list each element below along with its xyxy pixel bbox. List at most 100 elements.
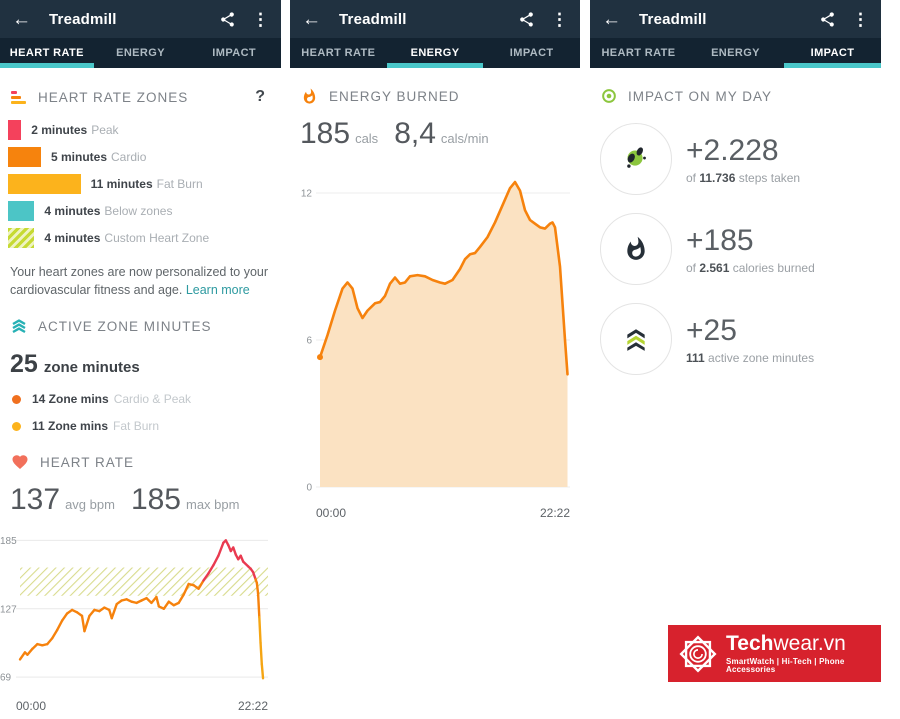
zone-minutes-label: zone minutes <box>43 359 140 377</box>
zone-minutes-value: 25 <box>10 350 38 379</box>
zone-name: Peak <box>91 123 119 137</box>
max-bpm-value: 185 <box>130 483 181 517</box>
tab-heart-rate[interactable]: HEART RATE <box>301 47 376 59</box>
svg-text:00:00: 00:00 <box>316 506 346 520</box>
active-tab-indicator <box>0 63 94 68</box>
zone-minutes: 4 minutes <box>44 204 101 218</box>
impact-stat-steps: +2.228 of 11.736 steps taken <box>590 114 881 204</box>
heart-rate-chart: 185 127 69 00:00 22:22 <box>0 536 268 713</box>
flame-icon <box>301 88 318 105</box>
section-title: HEART RATE ZONES <box>38 89 189 105</box>
zone-name: Custom Heart Zone <box>104 231 210 245</box>
impact-zone-minutes-value: +25 <box>686 313 737 347</box>
share-icon[interactable] <box>819 11 836 28</box>
legend-row-peak: 2 minutes Peak <box>8 120 281 140</box>
back-arrow-icon[interactable]: ← <box>12 8 31 30</box>
azm-row-fat-burn: 11 Zone mins Fat Burn <box>0 419 281 433</box>
impact-stat-zone-minutes: +25 111 active zone minutes <box>590 294 881 384</box>
azm-zone: Fat Burn <box>113 419 160 434</box>
app-bar: ← Treadmill ⋮ <box>290 0 580 38</box>
section-title: IMPACT ON MY DAY <box>628 88 773 104</box>
tab-impact[interactable]: IMPACT <box>810 47 855 59</box>
heart-icon <box>11 453 29 471</box>
avg-bpm-label: avg bpm <box>65 497 115 513</box>
svg-text:127: 127 <box>0 605 17 616</box>
tab-energy[interactable]: ENERGY <box>410 47 460 59</box>
zones-note: Your heart zones are now personalized to… <box>0 255 281 299</box>
tab-impact[interactable]: IMPACT <box>509 47 554 59</box>
tab-impact[interactable]: IMPACT <box>212 47 257 59</box>
svg-text:6: 6 <box>306 336 312 347</box>
svg-text:185: 185 <box>0 536 17 547</box>
back-arrow-icon[interactable]: ← <box>602 8 621 30</box>
learn-more-link[interactable]: Learn more <box>185 283 250 298</box>
zone-minutes-icon <box>600 303 672 375</box>
section-heart-rate-zones: HEART RATE ZONES ? <box>0 88 281 106</box>
techwear-brand: Techwear.vn <box>726 632 846 655</box>
impact-steps-sub: of 11.736 steps taken <box>686 170 801 185</box>
svg-text:00:00: 00:00 <box>16 699 46 713</box>
impact-zone-minutes-sub: 111 active zone minutes <box>686 350 815 365</box>
help-icon[interactable]: ? <box>255 88 266 105</box>
heart-rate-stats: 137 avg bpm 185 max bpm <box>0 483 281 517</box>
app-bar: ← Treadmill ⋮ <box>590 0 881 38</box>
zone-minutes: 4 minutes <box>44 231 101 245</box>
techwear-watermark: Techwear.vn SmartWatch | Hi-Tech | Phone… <box>668 625 881 682</box>
zone-swatch-below-zones <box>8 201 35 221</box>
page-title: Treadmill <box>49 10 117 28</box>
energy-stats: 185 cals 8,4 cals/min <box>290 117 580 151</box>
section-energy-burned: ENERGY BURNED <box>290 88 580 105</box>
svg-text:22:22: 22:22 <box>540 506 570 520</box>
section-active-zone-minutes: ACTIVE ZONE MINUTES <box>0 319 281 334</box>
impact-calories-sub: of 2.561 calories burned <box>686 260 815 275</box>
steps-icon <box>600 123 672 195</box>
max-bpm-label: max bpm <box>186 497 240 513</box>
tab-heart-rate[interactable]: HEART RATE <box>9 47 84 59</box>
svg-text:12: 12 <box>301 189 313 200</box>
impact-stat-calories: +185 of 2.561 calories burned <box>590 204 881 294</box>
tab-energy[interactable]: ENERGY <box>711 47 760 59</box>
phone-panel-energy: ← Treadmill ⋮ HEART RATE ENERGY IMPACT E… <box>290 0 580 719</box>
section-heart-rate: HEART RATE <box>0 453 281 471</box>
azm-row-cardio-peak: 14 Zone mins Cardio & Peak <box>0 392 281 406</box>
zone-minutes: 2 minutes <box>31 123 88 137</box>
zone-legend: 2 minutes Peak 5 minutes Cardio 11 minutes… <box>8 120 281 248</box>
svg-text:69: 69 <box>0 673 12 684</box>
legend-row-fat-burn: 11 minutes Fat Burn <box>8 174 281 194</box>
zones-note-text: Your heart zones are now personalized to… <box>10 265 269 298</box>
zone-name: Fat Burn <box>156 177 203 191</box>
legend-row-custom-zone: 4 minutes Custom Heart Zone <box>8 228 281 248</box>
energy-chart: 12 6 0 00:00 22:22 <box>301 180 570 520</box>
section-title: ACTIVE ZONE MINUTES <box>38 319 212 335</box>
phone-panel-heart-rate: ← Treadmill ⋮ HEART RATE ENERGY IMPACT H… <box>0 0 281 719</box>
zone-minutes: 5 minutes <box>51 150 108 164</box>
azm-zone: Cardio & Peak <box>113 392 192 407</box>
total-cals-value: 185 <box>300 117 351 150</box>
overflow-menu-icon[interactable]: ⋮ <box>852 9 869 29</box>
tab-heart-rate[interactable]: HEART RATE <box>601 47 676 59</box>
azm-mins: 11 Zone mins <box>32 419 109 434</box>
target-icon <box>601 88 617 104</box>
share-icon[interactable] <box>518 11 535 28</box>
fat-burn-dot <box>12 421 21 431</box>
cals-per-min-value: 8,4 <box>394 117 436 150</box>
azm-mins: 14 Zone mins <box>32 392 109 407</box>
section-title: HEART RATE <box>40 454 135 470</box>
heart-rate-zones-icon <box>11 90 27 104</box>
tab-energy[interactable]: ENERGY <box>116 47 165 59</box>
active-tab-indicator <box>783 63 881 68</box>
cals-per-min-unit: cals/min <box>440 131 489 146</box>
back-arrow-icon[interactable]: ← <box>302 8 321 30</box>
zone-swatch-custom <box>8 228 35 248</box>
zone-minutes: 11 minutes <box>90 177 153 191</box>
flame-icon <box>600 213 672 285</box>
overflow-menu-icon[interactable]: ⋮ <box>252 9 269 29</box>
total-cals-unit: cals <box>355 131 379 146</box>
section-title: ENERGY BURNED <box>329 89 460 104</box>
zone-swatch-peak <box>8 120 22 140</box>
share-icon[interactable] <box>219 11 236 28</box>
techwear-tagline: SmartWatch | Hi-Tech | Phone Accessories <box>726 657 845 674</box>
overflow-menu-icon[interactable]: ⋮ <box>551 9 568 29</box>
zone-swatch-cardio <box>8 147 41 167</box>
